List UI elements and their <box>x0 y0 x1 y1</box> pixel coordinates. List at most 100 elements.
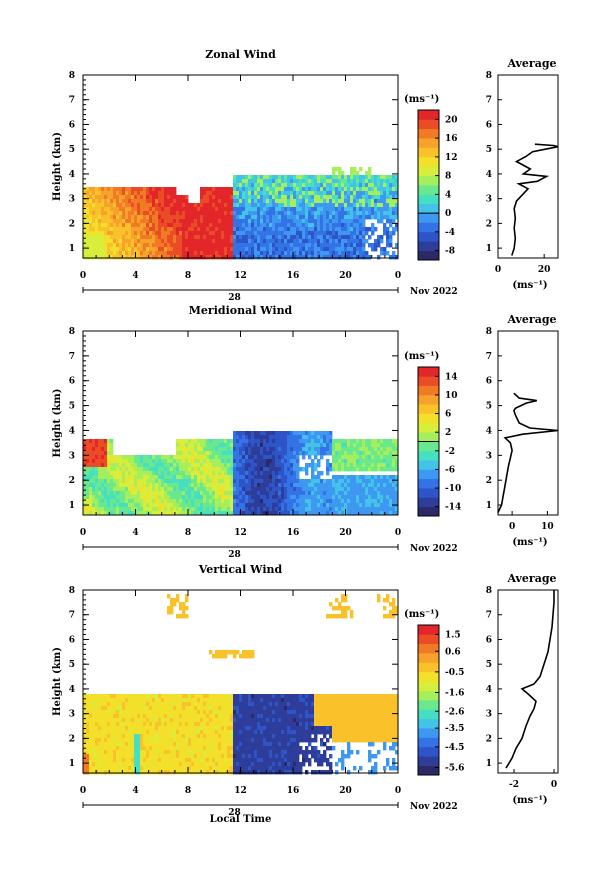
heatmap-cell <box>140 191 144 196</box>
heatmap-cell <box>257 203 261 208</box>
heatmap-cell <box>233 503 237 508</box>
heatmap-cell <box>389 243 393 248</box>
heatmap-cell <box>380 479 384 484</box>
heatmap-cell <box>167 694 171 699</box>
heatmap-cell <box>83 447 87 452</box>
heatmap-cell <box>146 231 150 236</box>
heatmap-cell <box>131 746 135 751</box>
heatmap-cell <box>113 702 117 707</box>
heatmap-cell <box>134 726 138 731</box>
heatmap-cell <box>296 235 300 240</box>
heatmap-cell <box>185 754 189 759</box>
colorbar-segment <box>418 450 439 461</box>
heatmap-cell <box>158 746 162 751</box>
heatmap-cell <box>131 754 135 759</box>
heatmap-cell <box>377 235 381 240</box>
heatmap-cell <box>116 710 120 715</box>
heatmap-cell <box>233 499 237 504</box>
heatmap-cell <box>92 199 96 204</box>
heatmap-cell <box>209 511 213 516</box>
heatmap-cell <box>269 239 273 244</box>
heatmap-cell <box>305 495 309 500</box>
heatmap-cell <box>221 447 225 452</box>
heatmap-cell <box>263 239 267 244</box>
heatmap-cell <box>344 463 348 468</box>
heatmap-cell <box>341 171 345 176</box>
heatmap-cell <box>344 467 348 472</box>
heatmap-cell <box>98 495 102 500</box>
heatmap-cell <box>152 718 156 723</box>
heatmap-cell <box>347 207 351 212</box>
heatmap-cell <box>146 706 150 711</box>
heatmap-cell <box>122 223 126 228</box>
heatmap-cell <box>329 219 333 224</box>
heatmap-cell <box>89 219 93 224</box>
heatmap-cell <box>395 187 399 192</box>
heatmap-cell <box>209 443 213 448</box>
heatmap-cell <box>359 247 363 252</box>
heatmap-cell <box>221 463 225 468</box>
heatmap-cell <box>395 215 399 220</box>
heatmap-cell <box>173 475 177 480</box>
heatmap-cell <box>146 702 150 707</box>
heatmap-cell <box>242 455 246 460</box>
heatmap-cell <box>368 195 372 200</box>
heatmap-cell <box>113 251 117 256</box>
heatmap-cell <box>152 243 156 248</box>
heatmap-cell <box>146 207 150 212</box>
heatmap-cell <box>290 195 294 200</box>
heatmap-cell <box>350 251 354 256</box>
heatmap-cell <box>83 722 87 727</box>
heatmap-cell <box>176 598 180 603</box>
heatmap-cell <box>149 726 153 731</box>
heatmap-cell <box>116 231 120 236</box>
heatmap-cell <box>305 187 309 192</box>
heatmap-cell <box>395 195 399 200</box>
heatmap-cell <box>263 211 267 216</box>
heatmap-cell <box>359 199 363 204</box>
heatmap-cell <box>251 443 255 448</box>
heatmap-cell <box>191 203 195 208</box>
heatmap-cell <box>125 483 129 488</box>
heatmap-cell <box>266 503 270 508</box>
heatmap-cell <box>383 459 387 464</box>
heatmap-cell <box>92 439 96 444</box>
panel-title: Zonal Wind <box>205 48 276 61</box>
heatmap-cell <box>302 203 306 208</box>
profile-x-tick-label: 20 <box>538 265 551 275</box>
heatmap-cell <box>383 483 387 488</box>
heatmap-cell <box>110 231 114 236</box>
heatmap-cell <box>233 219 237 224</box>
heatmap-cell <box>347 183 351 188</box>
heatmap-cell <box>191 451 195 456</box>
heatmap-cell <box>107 451 111 456</box>
heatmap-cell <box>311 451 315 456</box>
heatmap-cell <box>89 475 93 480</box>
heatmap-cell <box>155 247 159 252</box>
heatmap-cell <box>362 199 366 204</box>
heatmap-cell <box>128 475 132 480</box>
heatmap-cell <box>239 203 243 208</box>
heatmap-cell <box>239 491 243 496</box>
heatmap-cell <box>116 235 120 240</box>
heatmap-cell <box>122 758 126 763</box>
heatmap-cell <box>173 227 177 232</box>
heatmap-cell <box>287 507 291 512</box>
heatmap-cell <box>167 714 171 719</box>
heatmap-cell <box>326 495 330 500</box>
heatmap-cell <box>311 499 315 504</box>
heatmap-cell <box>296 439 300 444</box>
heatmap-cell <box>101 742 105 747</box>
heatmap-cell <box>176 479 180 484</box>
heatmap-cell <box>377 443 381 448</box>
heatmap-cell <box>257 463 261 468</box>
heatmap-cell <box>197 215 201 220</box>
heatmap-cell <box>146 694 150 699</box>
heatmap-cell <box>182 443 186 448</box>
heatmap-cell <box>161 247 165 252</box>
heatmap-cell <box>362 463 366 468</box>
heatmap-cell <box>242 475 246 480</box>
heatmap-cell <box>212 235 216 240</box>
heatmap-cell <box>131 467 135 472</box>
heatmap-cell <box>188 734 192 739</box>
